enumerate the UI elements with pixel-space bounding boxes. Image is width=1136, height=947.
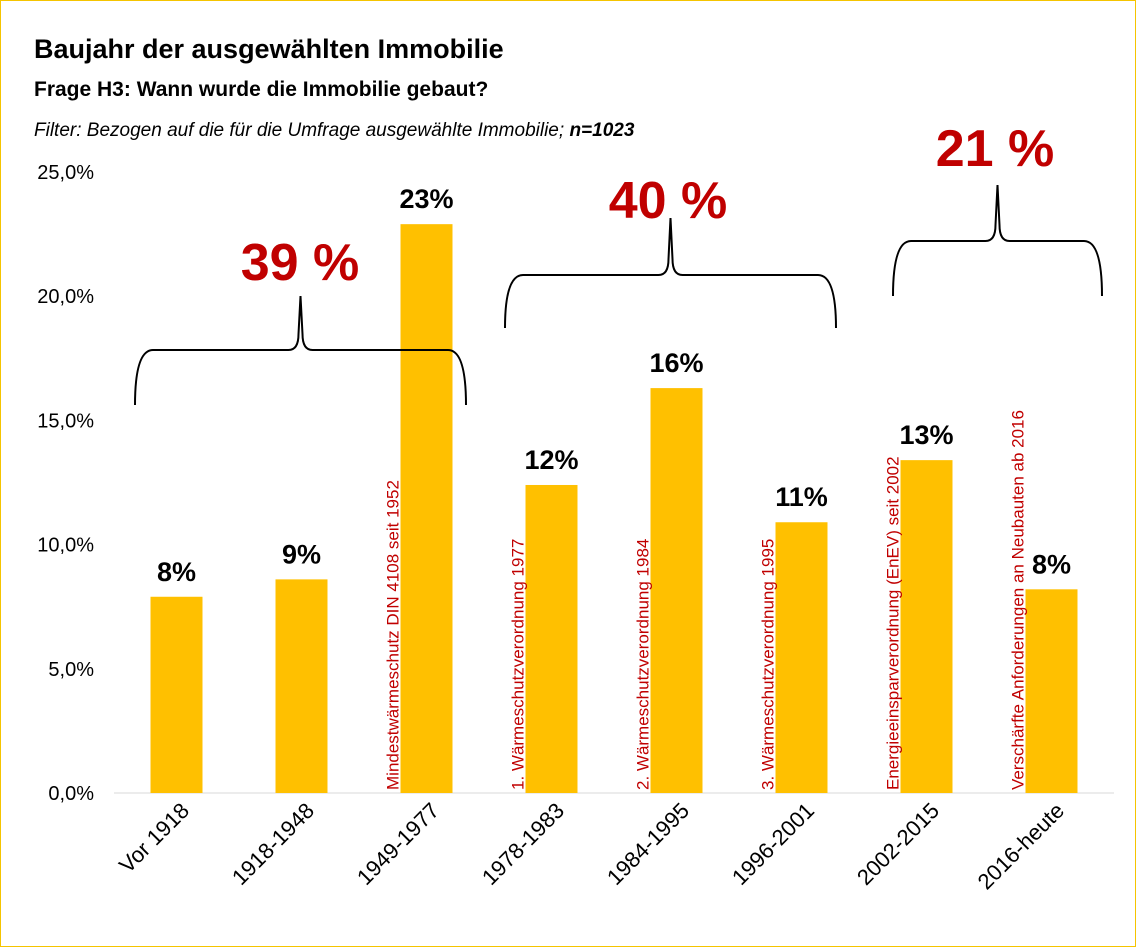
data-label: 9% [282,539,321,569]
regulation-note: 2. Wärmeschutzverordnung 1984 [634,539,653,790]
bar [150,596,203,793]
data-label: 11% [775,482,828,512]
bar [775,522,828,793]
bar [1025,589,1078,793]
y-tick-label: 0,0% [48,783,94,805]
y-tick-label: 15,0% [37,410,94,432]
y-tick-label: 20,0% [37,286,94,308]
regulation-note: Verschärfte Anforderungen an Neubauten a… [1009,410,1028,790]
y-tick-label: 10,0% [37,535,94,557]
group-label: 39 % [241,234,360,292]
data-label: 13% [899,420,953,450]
data-label: 23% [399,184,453,214]
data-label: 8% [157,557,196,587]
bar [275,579,328,793]
regulation-note: 3. Wärmeschutzverordnung 1995 [759,539,778,790]
group-brace [892,184,1103,297]
group-label: 21 % [936,120,1055,178]
regulation-note: Energieeinsparverordnung (EnEV) seit 200… [884,456,903,790]
regulation-note: Mindestwärmeschutz DIN 4108 seit 1952 [384,480,403,790]
filter-n: n=1023 [569,120,634,141]
y-tick-label: 25,0% [37,162,94,184]
regulation-note: 1. Wärmeschutzverordnung 1977 [509,539,528,790]
bar [400,224,453,793]
filter-note: Filter: Bezogen auf die für die Umfrage … [34,120,635,141]
data-label: 12% [524,445,578,475]
bar [525,484,578,793]
y-tick-label: 5,0% [48,659,94,681]
bar [900,460,953,793]
data-label: 8% [1032,549,1071,579]
group-label: 40 % [609,172,728,230]
chart-subtitle: Frage H3: Wann wurde die Immobilie gebau… [34,78,488,101]
filter-text: Filter: Bezogen auf die für die Umfrage … [34,120,569,141]
data-label: 16% [649,348,703,378]
group-brace [504,217,837,329]
chart-title: Baujahr der ausgewählten Immobilie [34,34,504,64]
group-brace [134,295,467,406]
bar [650,388,703,793]
